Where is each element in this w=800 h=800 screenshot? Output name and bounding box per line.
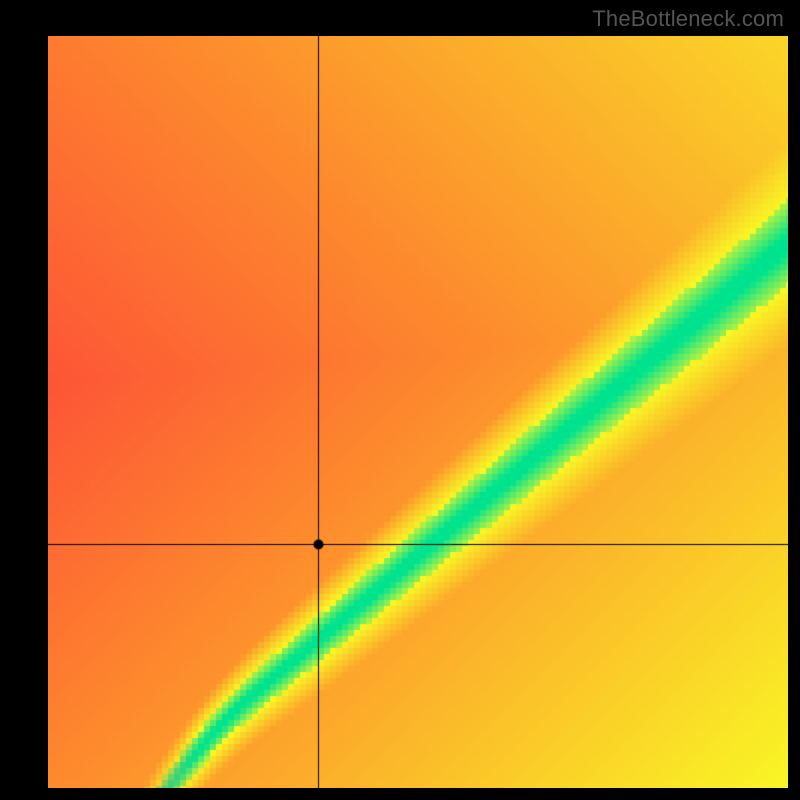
heatmap-canvas [48, 36, 788, 788]
chart-container: TheBottleneck.com [0, 0, 800, 800]
watermark-text: TheBottleneck.com [592, 6, 784, 32]
